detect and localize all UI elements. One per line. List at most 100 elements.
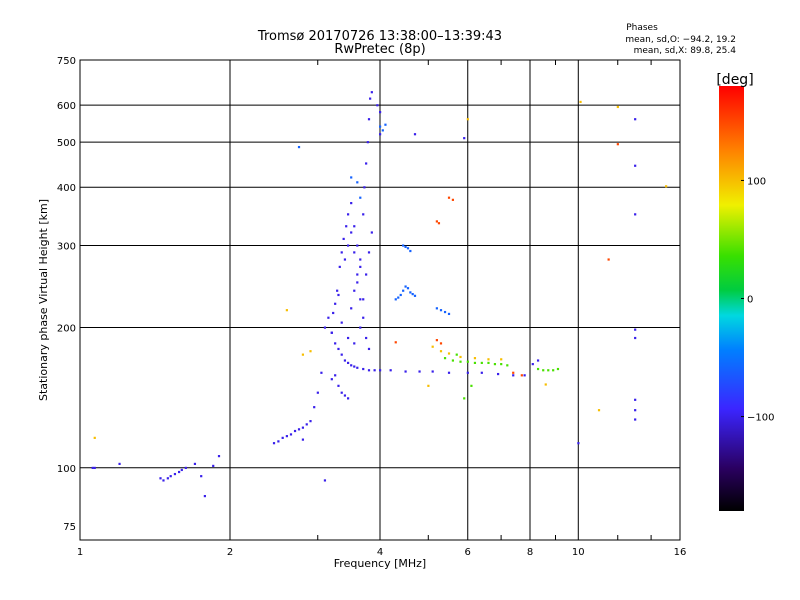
data-point <box>346 244 350 247</box>
data-point <box>180 468 183 472</box>
x-tick-label: 4 <box>377 547 383 558</box>
data-point <box>487 361 490 365</box>
data-point <box>118 462 121 466</box>
plot-frame <box>79 59 681 541</box>
data-point <box>466 371 469 374</box>
data-point <box>413 133 417 136</box>
x-tick-label: 1 <box>77 547 83 558</box>
axes: 1 2 4 6 8 10 16 75 100 200 300 400 500 600 750 <box>57 56 686 558</box>
data-point <box>399 293 402 297</box>
data-point <box>665 185 668 188</box>
y-tick-label: 600 <box>57 101 76 112</box>
data-point <box>634 398 637 401</box>
data-point <box>359 258 362 261</box>
data-point <box>212 464 215 467</box>
data-point <box>542 369 545 372</box>
data-point <box>406 287 410 290</box>
data-point <box>443 357 447 360</box>
data-point <box>184 466 187 470</box>
data-point <box>404 245 407 249</box>
data-point <box>552 369 555 372</box>
data-point <box>376 104 379 107</box>
chart-subtitle: RwPretec (8p) <box>334 42 425 57</box>
data-point <box>496 372 500 376</box>
data-point <box>323 326 327 329</box>
data-point <box>556 367 560 371</box>
x-tick-label: 6 <box>465 547 471 558</box>
y-axis-label: Stationary phase Virtual Height [km] <box>37 199 50 401</box>
data-point <box>381 129 384 132</box>
data-point <box>346 213 350 216</box>
data-point <box>634 336 637 340</box>
data-point <box>330 378 333 381</box>
data-point <box>435 339 438 342</box>
data-point <box>309 350 312 353</box>
data-point <box>340 251 343 254</box>
data-point <box>427 384 430 387</box>
data-point <box>463 397 466 400</box>
data-point <box>340 391 343 394</box>
data-point <box>350 176 353 179</box>
data-point <box>353 365 356 368</box>
data-point <box>470 384 473 387</box>
data-point <box>356 181 359 184</box>
data-point <box>506 364 509 367</box>
data-point <box>193 462 197 466</box>
data-point <box>277 440 280 443</box>
colorbar-tick-label: 100 <box>747 176 766 187</box>
data-point <box>93 436 96 439</box>
data-point <box>343 359 347 362</box>
data-point <box>459 360 462 363</box>
data-point <box>297 145 301 149</box>
stats-line-x: mean, sd,X: 89.8, 25.4 <box>634 46 737 56</box>
data-point <box>439 342 443 345</box>
data-point <box>362 316 365 319</box>
data-point <box>451 359 455 362</box>
data-point <box>406 247 410 250</box>
data-point <box>379 125 382 128</box>
data-point <box>443 310 447 314</box>
data-point <box>281 436 284 439</box>
data-point <box>431 345 434 348</box>
data-point <box>500 363 503 366</box>
y-tick-label: 200 <box>57 324 76 335</box>
data-point <box>367 118 371 121</box>
data-point <box>418 370 421 373</box>
x-tick-label: 16 <box>674 547 687 558</box>
data-point <box>313 406 316 409</box>
data-point <box>305 423 308 426</box>
data-point <box>447 371 451 374</box>
data-point <box>597 409 601 412</box>
data-point <box>466 118 469 121</box>
data-point <box>367 251 371 254</box>
data-point <box>289 433 293 436</box>
data-point <box>316 391 319 394</box>
data-point <box>634 409 637 412</box>
data-point <box>409 291 412 294</box>
data-point <box>359 196 362 199</box>
data-point <box>334 374 337 377</box>
data-point <box>301 426 305 429</box>
x-axis-label: Frequency [MHz] <box>334 557 426 570</box>
data-point <box>365 336 368 340</box>
data-point <box>334 302 337 305</box>
y-tick-label: 750 <box>57 56 76 67</box>
stats-line-o: mean, sd,O: −94.2, 19.2 <box>625 35 736 45</box>
data-point <box>363 186 366 189</box>
data-point <box>309 420 312 423</box>
data-point <box>356 273 359 276</box>
data-point <box>301 353 305 356</box>
data-point <box>332 311 335 315</box>
data-point <box>356 366 359 369</box>
data-point <box>634 328 637 331</box>
data-point <box>350 202 353 205</box>
data-point <box>447 196 451 199</box>
data-point <box>362 298 365 301</box>
data-point <box>162 479 165 482</box>
data-point <box>394 341 397 344</box>
data-point <box>531 363 534 366</box>
data-point <box>607 258 610 261</box>
data-point <box>327 316 330 319</box>
data-point <box>338 265 341 268</box>
data-point <box>365 273 368 276</box>
